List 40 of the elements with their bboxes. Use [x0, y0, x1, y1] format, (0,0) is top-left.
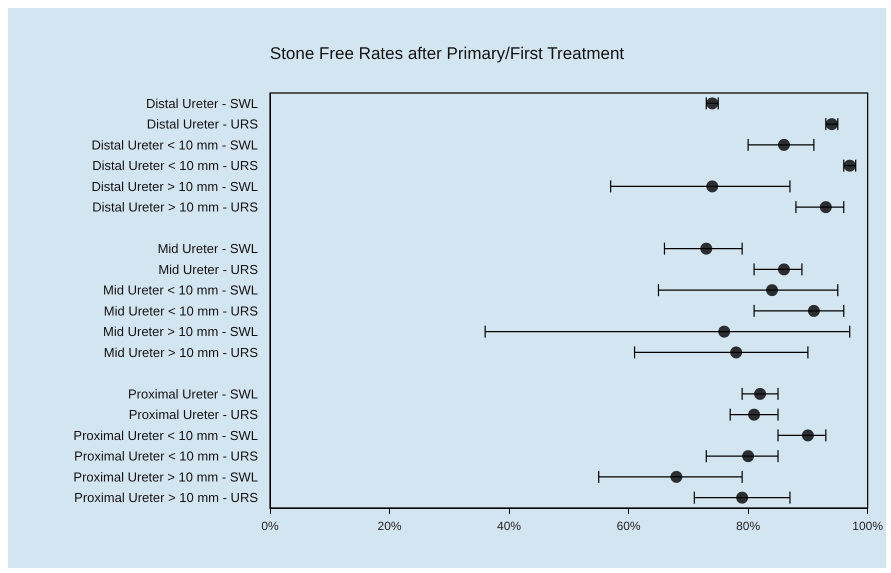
point [778, 263, 790, 276]
point [748, 408, 760, 421]
point [736, 492, 748, 504]
y-tick-label: Mid Ureter > 10 mm - URS [104, 344, 258, 360]
y-tick-label: Mid Ureter < 10 mm - URS [104, 303, 258, 318]
y-tick-label: Proximal Ureter > 10 mm - SWL [73, 469, 258, 484]
x-tick-label: 40% [497, 519, 522, 533]
x-tick-label: 80% [736, 519, 760, 533]
y-tick-label: Distal Ureter > 10 mm - URS [92, 200, 258, 215]
point [820, 201, 832, 214]
x-tick-label: 0% [261, 519, 279, 533]
point [706, 180, 718, 192]
point [700, 242, 712, 255]
y-tick-label: Proximal Ureter - SWL [128, 386, 258, 402]
y-tick-label: Mid Ureter - SWL [158, 241, 258, 256]
y-tick-label: Proximal Ureter > 10 mm - URS [74, 490, 258, 506]
y-tick-label: Distal Ureter > 10 mm - SWL [91, 178, 258, 194]
point [670, 470, 682, 483]
y-tick-label: Mid Ureter > 10 mm - SWL [103, 324, 258, 340]
point [766, 284, 778, 296]
y-tick-label: Distal Ureter < 10 mm - URS [92, 158, 258, 174]
point [754, 388, 766, 400]
point [730, 346, 742, 358]
y-tick-label: Mid Ureter - URS [158, 262, 258, 277]
y-tick-label: Proximal Ureter < 10 mm - SWL [73, 428, 258, 443]
point [802, 429, 814, 442]
y-tick-label: Distal Ureter - URS [146, 116, 258, 132]
y-tick-label: Distal Ureter < 10 mm - SWL [91, 137, 258, 152]
x-tick-label: 60% [616, 519, 641, 533]
point [718, 326, 730, 338]
point [742, 450, 754, 462]
x-tick-label: 100% [852, 519, 884, 533]
x-tick-label: 20% [378, 519, 402, 533]
point [778, 138, 790, 151]
chart-title: Stone Free Rates after Primary/First Treatment [270, 44, 624, 63]
y-tick-label: Distal Ureter - SWL [146, 96, 258, 111]
y-tick-label: Proximal Ureter - URS [128, 407, 258, 422]
point [808, 304, 820, 317]
y-tick-label: Proximal Ureter < 10 mm - URS [74, 448, 258, 464]
y-tick-label: Mid Ureter < 10 mm - SWL [103, 282, 258, 298]
